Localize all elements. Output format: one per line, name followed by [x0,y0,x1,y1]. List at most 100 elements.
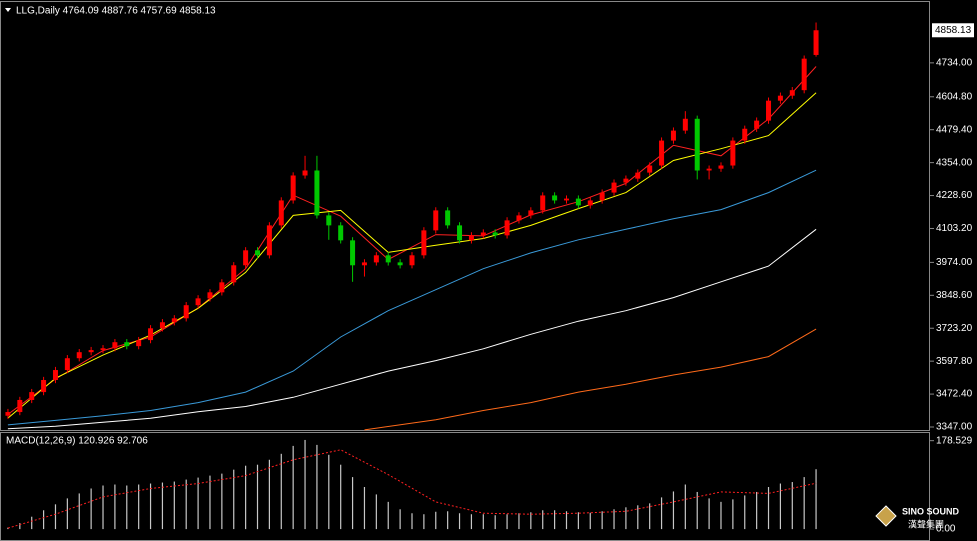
candle-body [730,140,736,166]
candle-body [468,235,474,241]
candle-body [789,90,795,96]
candle-body [29,392,35,400]
y-tick-label: 3597.80 [936,356,973,367]
candle-body [219,282,225,293]
y-tick-label: 4103.20 [936,223,973,234]
y-tick-label: 3472.40 [936,389,973,400]
chart-title: LLG,Daily 4764.09 4887.76 4757.69 4858.1… [16,6,216,17]
candle-body [563,198,569,201]
candle-body [231,265,237,283]
candle-body [159,322,165,329]
candle-body [290,175,296,201]
macd-title: MACD(12,26,9) 120.926 92.706 [6,436,148,447]
candle-body [112,342,118,349]
y-tick-label: 3848.60 [936,290,973,301]
candle-body [516,215,522,221]
logo: SINO SOUND 漢聲集團 [875,505,960,529]
candle-body [350,240,356,266]
candle-body [504,220,510,236]
y-tick-label: 4354.00 [936,157,973,168]
candle-body [623,178,629,183]
logo-icon [875,505,897,527]
candle-body [670,130,676,141]
candle-body [492,232,498,236]
candle-body [445,210,451,226]
candle-body [266,225,272,256]
candle-body [148,328,154,341]
candle-body [136,340,142,347]
candle-body [528,210,534,216]
y-tick-label: 3974.00 [936,257,973,268]
candle-body [255,250,261,256]
moving-average-line [7,228,817,430]
candle-body [17,399,23,413]
candle-body [599,192,605,201]
candle-body [361,262,367,266]
candle-body [243,250,249,266]
candle-body [480,232,486,236]
candle-body [540,195,546,211]
y-tick-label: 0.00 [936,524,956,535]
candle-body [682,118,688,131]
candle-body [694,118,700,171]
y-tick-label: 4228.60 [936,190,973,201]
y-tick-label: 3347.00 [936,422,973,433]
candle-body [587,200,593,206]
candle-body [171,318,177,323]
candle-body [742,128,748,141]
candle-body [754,120,760,129]
candle-body [706,168,712,171]
y-tick-label: 4479.40 [936,124,973,135]
moving-average-line [7,92,817,419]
candle-body [457,225,463,241]
candle-body [575,198,581,206]
candle-body [207,292,213,299]
candle-body [326,215,332,226]
candle-body [100,348,106,351]
candle-body [314,170,320,216]
candle-body [278,200,284,226]
candle-body [88,350,94,353]
moving-average-line [364,328,817,431]
candle-body [302,170,308,176]
logo-text: SINO SOUND [902,506,960,516]
candle-body [611,182,617,193]
candle-body [659,140,665,166]
price-panel [0,1,930,431]
candle-body [195,298,201,306]
candle-body [76,352,82,359]
current-price-label: 4858.13 [935,25,972,36]
candle-body [373,255,379,263]
candle-body [52,370,58,381]
signal-line [7,449,817,529]
candle-body [385,255,391,263]
menu-arrow [5,8,11,12]
candle-body [647,165,653,173]
candle-body [552,195,558,201]
candle-body [421,230,427,256]
candle-body [777,95,783,101]
y-tick-label: 178.529 [936,435,973,446]
candle-body [766,100,772,121]
candle-body [409,255,415,266]
candle-body [64,358,70,371]
candle-body [433,210,439,231]
candle-body [813,30,819,55]
y-tick-label: 4604.80 [936,91,973,102]
y-tick-label: 4734.00 [936,58,973,69]
candle-body [338,225,344,241]
candle-body [635,172,641,179]
candle-body [41,380,47,393]
candle-body [5,412,11,416]
moving-average-line [7,66,817,415]
candle-body [718,165,724,169]
candle-body [124,342,130,347]
moving-average-line [7,169,817,426]
candle-body [801,58,807,91]
candle-body [183,305,189,319]
logo-subtext: 漢聲集團 [908,518,944,529]
price-label-box [932,23,974,38]
candle-body [397,262,403,266]
